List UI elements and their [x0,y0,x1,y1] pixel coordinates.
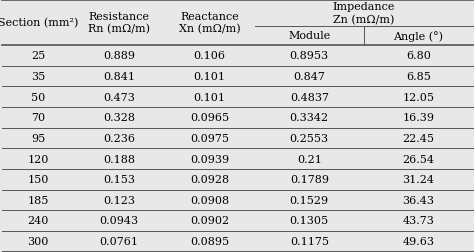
Text: 0.101: 0.101 [193,72,226,82]
Text: 0.0965: 0.0965 [190,113,229,123]
Text: 0.0943: 0.0943 [100,216,139,226]
Text: 0.473: 0.473 [103,92,135,102]
Text: 120: 120 [27,154,49,164]
Text: 31.24: 31.24 [402,174,435,184]
Text: 0.328: 0.328 [103,113,135,123]
Text: 0.236: 0.236 [103,133,135,143]
Text: 0.21: 0.21 [297,154,322,164]
Text: 0.0928: 0.0928 [190,174,229,184]
Text: 16.39: 16.39 [402,113,435,123]
Text: 0.123: 0.123 [103,195,135,205]
Text: 70: 70 [31,113,45,123]
Text: 0.0975: 0.0975 [190,133,229,143]
Text: 0.8953: 0.8953 [290,51,329,61]
Text: 35: 35 [31,72,45,82]
Text: 0.4837: 0.4837 [290,92,329,102]
Text: 22.45: 22.45 [402,133,435,143]
Text: 0.1305: 0.1305 [290,216,329,226]
Text: 0.153: 0.153 [103,174,135,184]
Text: Module: Module [288,31,330,41]
Text: 0.889: 0.889 [103,51,135,61]
Text: 300: 300 [27,236,49,246]
Text: 0.0895: 0.0895 [190,236,229,246]
Text: 0.0902: 0.0902 [190,216,229,226]
Text: 240: 240 [27,216,49,226]
Text: 0.1789: 0.1789 [290,174,329,184]
Text: 0.2553: 0.2553 [290,133,329,143]
Text: 0.0908: 0.0908 [190,195,229,205]
Text: 36.43: 36.43 [402,195,435,205]
Text: 0.188: 0.188 [103,154,135,164]
Text: Reactance
Xn (mΩ/m): Reactance Xn (mΩ/m) [179,12,240,35]
Text: 6.80: 6.80 [406,51,431,61]
Text: 0.0939: 0.0939 [190,154,229,164]
Text: 0.101: 0.101 [193,92,226,102]
Text: 43.73: 43.73 [402,216,434,226]
Text: Resistance
Rn (mΩ/m): Resistance Rn (mΩ/m) [88,12,150,35]
Text: Angle (°): Angle (°) [393,31,444,42]
Text: 26.54: 26.54 [402,154,435,164]
Text: 185: 185 [27,195,49,205]
Text: 0.0761: 0.0761 [100,236,138,246]
Text: 6.85: 6.85 [406,72,431,82]
Text: 50: 50 [31,92,45,102]
Text: 0.3342: 0.3342 [290,113,329,123]
Text: 0.1529: 0.1529 [290,195,329,205]
Text: 0.106: 0.106 [193,51,226,61]
Text: 49.63: 49.63 [402,236,435,246]
Text: 0.1175: 0.1175 [290,236,329,246]
Text: Impedance
Zn (mΩ/m): Impedance Zn (mΩ/m) [333,2,395,25]
Text: 150: 150 [27,174,49,184]
Text: 95: 95 [31,133,45,143]
Text: 12.05: 12.05 [402,92,435,102]
Text: 0.841: 0.841 [103,72,135,82]
Text: Section (mm²): Section (mm²) [0,18,78,28]
Text: 25: 25 [31,51,45,61]
Text: 0.847: 0.847 [293,72,325,82]
